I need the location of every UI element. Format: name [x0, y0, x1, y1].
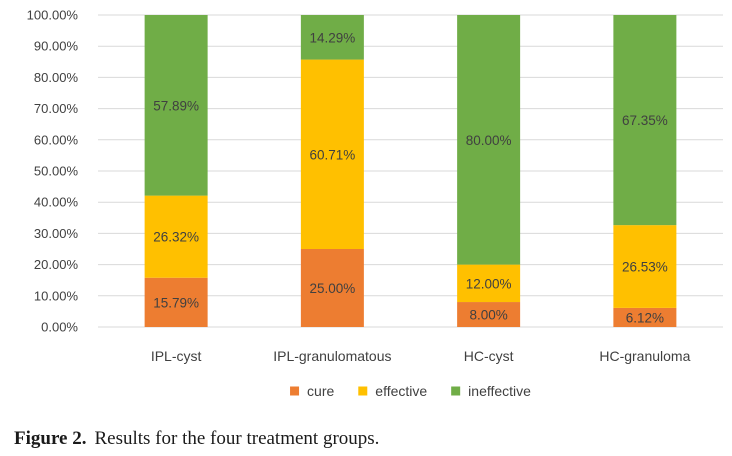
- bar-segment-ineffective: [457, 15, 521, 265]
- legend-label-effective: effective: [375, 383, 427, 399]
- bar-segment-effective: [457, 264, 521, 303]
- category-label: IPL-granulomatous: [273, 348, 391, 364]
- data-label-ineffective: 67.35%: [622, 113, 668, 128]
- data-label-cure: 15.79%: [153, 295, 199, 310]
- y-axis-ticks: 0.00% 10.00% 20.00% 30.00% 40.00% 50.00% 60.00…: [27, 8, 79, 335]
- bars: [144, 15, 677, 327]
- y-tick-label: 80.00%: [34, 70, 79, 85]
- data-label-ineffective: 14.29%: [309, 30, 355, 45]
- data-labels: 15.79% 26.32% 57.89% 25.00% 60.71% 14.29% 8.00…: [153, 30, 668, 325]
- x-axis-categories: IPL-cyst IPL-granulomatous HC-cyst HC-granu…: [151, 348, 691, 364]
- y-tick-label: 60.00%: [34, 132, 79, 147]
- y-tick-label: 10.00%: [34, 288, 79, 303]
- caption-text: Results for the four treatment groups.: [94, 428, 380, 449]
- category-label: HC-cyst: [464, 348, 514, 364]
- data-label-ineffective: 57.89%: [153, 98, 199, 113]
- y-tick-label: 70.00%: [34, 101, 79, 116]
- stacked-bar-chart: 0.00% 10.00% 20.00% 30.00% 40.00% 50.00% 60.00…: [27, 8, 723, 399]
- bar-segment-effective: [613, 225, 677, 308]
- bar-segment-effective: [300, 59, 364, 249]
- category-label: IPL-cyst: [151, 348, 202, 364]
- category-label: HC-granuloma: [599, 348, 690, 364]
- legend-swatch-cure: [290, 386, 300, 396]
- data-label-cure: 8.00%: [469, 308, 507, 323]
- bar-segment-cure: [144, 277, 208, 327]
- legend-label-ineffective: ineffective: [468, 383, 531, 399]
- bar-segment-ineffective: [300, 15, 364, 60]
- y-tick-label: 30.00%: [34, 226, 79, 241]
- bar-segment-cure: [300, 249, 364, 327]
- legend-swatch-ineffective: [451, 386, 461, 396]
- y-tick-label: 40.00%: [34, 195, 79, 210]
- y-tick-label: 20.00%: [34, 257, 79, 272]
- caption-label: Figure 2.: [14, 428, 87, 449]
- data-label-effective: 26.32%: [153, 230, 199, 245]
- y-tick-label: 90.00%: [34, 39, 79, 54]
- y-tick-label: 0.00%: [41, 320, 78, 335]
- legend-swatch-effective: [358, 386, 368, 396]
- data-label-effective: 12.00%: [466, 276, 512, 291]
- data-label-effective: 26.53%: [622, 260, 668, 275]
- bar-segment-ineffective: [144, 15, 208, 196]
- data-label-cure: 25.00%: [309, 281, 355, 296]
- bar-segment-cure: [457, 302, 521, 327]
- data-label-ineffective: 80.00%: [466, 133, 512, 148]
- y-tick-label: 50.00%: [34, 164, 79, 179]
- bar-segment-cure: [613, 307, 677, 327]
- bar-segment-ineffective: [613, 15, 677, 226]
- figure-caption: Figure 2. Results for the four treatment …: [14, 428, 379, 450]
- data-label-cure: 6.12%: [626, 310, 664, 325]
- y-tick-label: 100.00%: [27, 8, 79, 23]
- legend-label-cure: cure: [307, 383, 334, 399]
- bar-segment-effective: [144, 195, 208, 278]
- data-label-effective: 60.71%: [309, 147, 355, 162]
- legend: cure effective ineffective: [290, 383, 531, 399]
